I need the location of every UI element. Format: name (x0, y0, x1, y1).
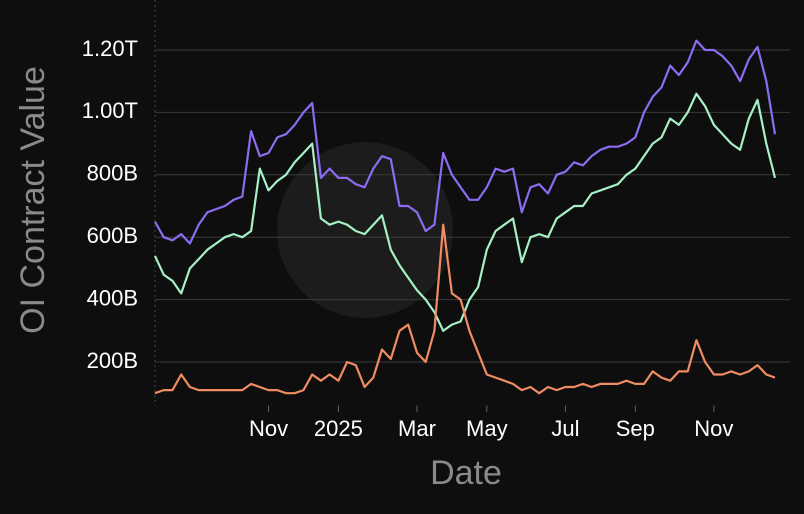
x-tick-label: Nov (694, 416, 733, 441)
x-tick-label: 2025 (314, 416, 363, 441)
y-tick-label: 800B (87, 161, 138, 186)
y-axis-label: OI Contract Value (14, 66, 52, 334)
x-tick-label: Nov (249, 416, 288, 441)
series-line (154, 39, 777, 245)
y-tick-label: 1.20T (82, 36, 138, 61)
series-line (154, 92, 777, 332)
x-tick-label: May (466, 416, 508, 441)
y-tick-label: 400B (87, 285, 138, 310)
y-tick-label: 1.00T (82, 98, 138, 123)
x-tick-label: Sep (616, 416, 655, 441)
x-tick-label: Jul (551, 416, 579, 441)
x-axis-label: Date (430, 454, 502, 492)
x-tick-label: Mar (398, 416, 436, 441)
series-line (154, 223, 776, 395)
watermark-logo (277, 142, 453, 318)
y-tick-label: 600B (87, 223, 138, 248)
y-tick-label: 200B (87, 348, 138, 373)
